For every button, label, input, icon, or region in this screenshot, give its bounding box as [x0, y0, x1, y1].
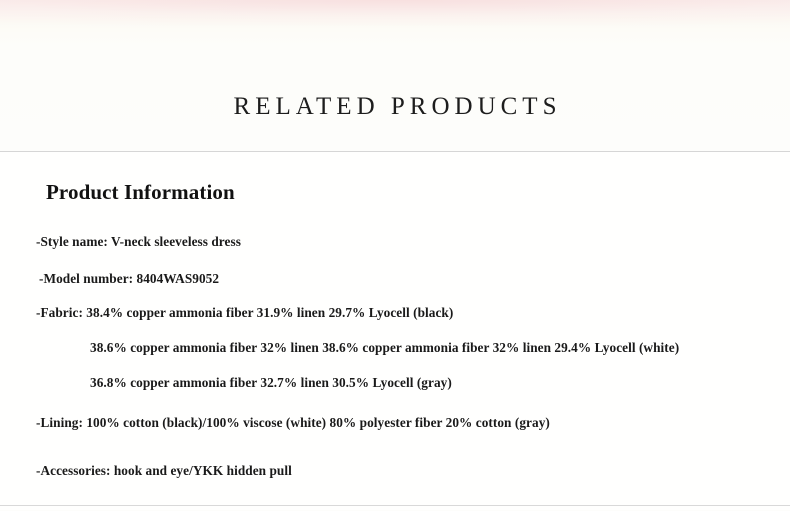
product-information-section: Product Information -Style name: V-neck … — [0, 152, 790, 510]
spec-style-name: -Style name: V-neck sleeveless dress — [36, 234, 241, 249]
spec-fabric-white: 38.6% copper ammonia fiber 32% linen 38.… — [90, 340, 680, 355]
related-products-title: RELATED PRODUCTS — [233, 93, 562, 120]
product-information-heading: Product Information — [46, 180, 235, 204]
spec-accessories: -Accessories: hook and eye/YKK hidden pu… — [36, 463, 292, 478]
bottom-divider — [0, 505, 790, 506]
related-products-banner: RELATED PRODUCTS — [0, 0, 790, 152]
spec-fabric-black: -Fabric: 38.4% copper ammonia fiber 31.9… — [36, 305, 454, 320]
spec-model-number: -Model number: 8404WAS9052 — [39, 271, 220, 286]
spec-fabric-gray: 36.8% copper ammonia fiber 32.7% linen 3… — [90, 375, 452, 390]
spec-lining: -Lining: 100% cotton (black)/100% viscos… — [36, 415, 550, 430]
